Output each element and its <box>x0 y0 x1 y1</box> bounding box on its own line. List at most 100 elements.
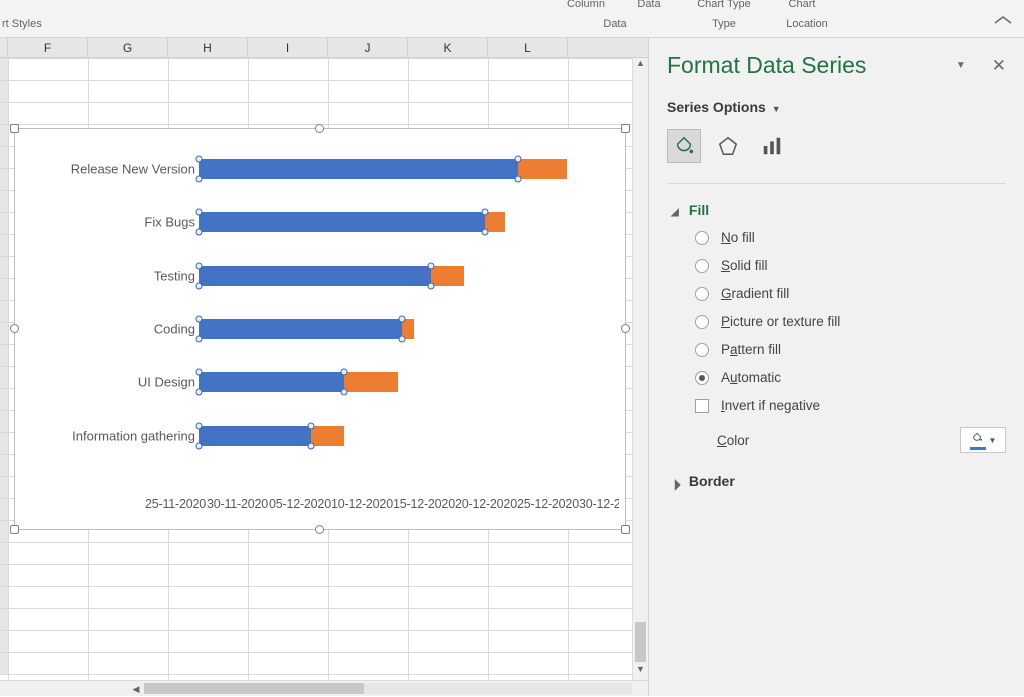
data-point-marker[interactable] <box>196 156 203 163</box>
scroll-down-button[interactable]: ▼ <box>633 664 648 680</box>
embedded-chart[interactable]: Release New VersionFix BugsTestingCoding… <box>14 128 626 530</box>
collapse-ribbon-button[interactable] <box>992 14 1014 28</box>
fill-radio-option[interactable]: No fill <box>695 230 1006 245</box>
pane-options-dropdown[interactable]: ▼ <box>956 60 966 71</box>
data-point-marker[interactable] <box>398 336 405 343</box>
fill-radio-option[interactable]: Gradient fill <box>695 286 1006 301</box>
column-header[interactable]: I <box>248 38 328 57</box>
fill-radio-option[interactable]: Picture or texture fill <box>695 314 1006 329</box>
data-point-marker[interactable] <box>196 336 203 343</box>
data-point-marker[interactable] <box>340 389 347 396</box>
caret-down-icon: ◢ <box>671 207 685 218</box>
series1-bar[interactable] <box>199 372 344 392</box>
data-point-marker[interactable] <box>196 209 203 216</box>
selection-handle[interactable] <box>10 124 19 133</box>
data-point-marker[interactable] <box>196 389 203 396</box>
format-data-series-pane: Format Data Series ▼ ✕ Series Options ▼ … <box>648 38 1024 696</box>
scroll-thumb[interactable] <box>635 622 646 662</box>
data-point-marker[interactable] <box>196 316 203 323</box>
horizontal-scrollbar[interactable]: ◀ <box>0 680 648 696</box>
selection-handle[interactable] <box>621 324 630 333</box>
fill-and-line-tab[interactable] <box>667 129 701 163</box>
scroll-left-button[interactable]: ◀ <box>128 681 144 696</box>
bar-row[interactable] <box>199 319 613 339</box>
column-header[interactable]: L <box>488 38 568 57</box>
column-header[interactable]: K <box>408 38 488 57</box>
series-options-tab[interactable] <box>755 129 789 163</box>
bar-row[interactable] <box>199 372 613 392</box>
series1-bar[interactable] <box>199 159 518 179</box>
data-point-marker[interactable] <box>514 156 521 163</box>
series1-bar[interactable] <box>199 212 485 232</box>
ribbon-button[interactable]: Column <box>552 0 620 10</box>
selection-handle[interactable] <box>10 525 19 534</box>
bar-row[interactable] <box>199 212 613 232</box>
column-header[interactable]: G <box>88 38 168 57</box>
series2-bar[interactable] <box>344 372 398 392</box>
scroll-up-button[interactable]: ▲ <box>633 58 648 74</box>
bar-row[interactable] <box>199 426 613 446</box>
ribbon-button[interactable]: Chart Type <box>678 0 770 10</box>
scroll-thumb[interactable] <box>144 683 364 694</box>
bar-row[interactable] <box>199 159 613 179</box>
series2-bar[interactable] <box>311 426 344 446</box>
worksheet-grid[interactable]: Release New VersionFix BugsTestingCoding… <box>0 58 648 696</box>
data-point-marker[interactable] <box>196 422 203 429</box>
radio-label: Automatic <box>721 370 781 385</box>
format-category-tabs <box>667 129 1006 163</box>
data-point-marker[interactable] <box>427 282 434 289</box>
data-point-marker[interactable] <box>481 229 488 236</box>
effects-tab[interactable] <box>711 129 745 163</box>
series1-bar[interactable] <box>199 426 311 446</box>
data-point-marker[interactable] <box>196 282 203 289</box>
column-header[interactable]: J <box>328 38 408 57</box>
vertical-scrollbar[interactable]: ▲ ▼ <box>632 58 648 680</box>
selection-handle[interactable] <box>621 124 630 133</box>
x-tick-label: 30-11-2020 <box>207 497 269 511</box>
fill-radio-option[interactable]: Pattern fill <box>695 342 1006 357</box>
data-point-marker[interactable] <box>196 176 203 183</box>
invert-if-negative-checkbox[interactable]: Invert if negative <box>695 398 1006 413</box>
ribbon-button[interactable]: Data <box>620 0 678 10</box>
data-point-marker[interactable] <box>307 442 314 449</box>
series2-bar[interactable] <box>518 159 568 179</box>
selection-handle[interactable] <box>621 525 630 534</box>
series1-bar[interactable] <box>199 266 431 286</box>
data-point-marker[interactable] <box>196 369 203 376</box>
bar-row[interactable] <box>199 266 613 286</box>
radio-icon <box>695 315 709 329</box>
fill-radio-option[interactable]: Solid fill <box>695 258 1006 273</box>
scroll-track[interactable] <box>144 683 632 694</box>
fill-radio-option[interactable]: Automatic <box>695 370 1006 385</box>
series2-bar[interactable] <box>485 212 506 232</box>
data-point-marker[interactable] <box>196 262 203 269</box>
data-point-marker[interactable] <box>340 369 347 376</box>
close-pane-button[interactable]: ✕ <box>992 56 1006 76</box>
data-point-marker[interactable] <box>514 176 521 183</box>
data-point-marker[interactable] <box>427 262 434 269</box>
data-point-marker[interactable] <box>398 316 405 323</box>
selection-handle[interactable] <box>315 124 324 133</box>
chart-plot-area[interactable]: Release New VersionFix BugsTestingCoding… <box>15 145 619 489</box>
x-tick-label: 25-11-2020 <box>145 497 207 511</box>
selection-handle[interactable] <box>315 525 324 534</box>
chevron-down-icon: ▼ <box>772 104 781 114</box>
ribbon-group-chart-styles: rt Styles <box>0 18 42 30</box>
ribbon-group-label: Data <box>552 18 678 30</box>
data-point-marker[interactable] <box>196 229 203 236</box>
data-point-marker[interactable] <box>481 209 488 216</box>
ribbon-button[interactable]: Chart <box>770 0 834 10</box>
series1-bar[interactable] <box>199 319 402 339</box>
data-point-marker[interactable] <box>196 442 203 449</box>
series2-bar[interactable] <box>431 266 464 286</box>
selection-handle[interactable] <box>10 324 19 333</box>
column-headers[interactable]: FGHIJKL <box>0 38 648 58</box>
column-header[interactable]: H <box>168 38 248 57</box>
data-point-marker[interactable] <box>307 422 314 429</box>
fill-color-picker[interactable]: ▼ <box>960 427 1006 453</box>
series-options-dropdown[interactable]: Series Options ▼ <box>667 99 1006 115</box>
pane-title-row: Format Data Series ▼ ✕ <box>667 52 1006 79</box>
border-section-header[interactable]: ◢ Border <box>671 473 1006 489</box>
fill-section-header[interactable]: ◢ Fill <box>671 202 1006 218</box>
column-header[interactable]: F <box>8 38 88 57</box>
